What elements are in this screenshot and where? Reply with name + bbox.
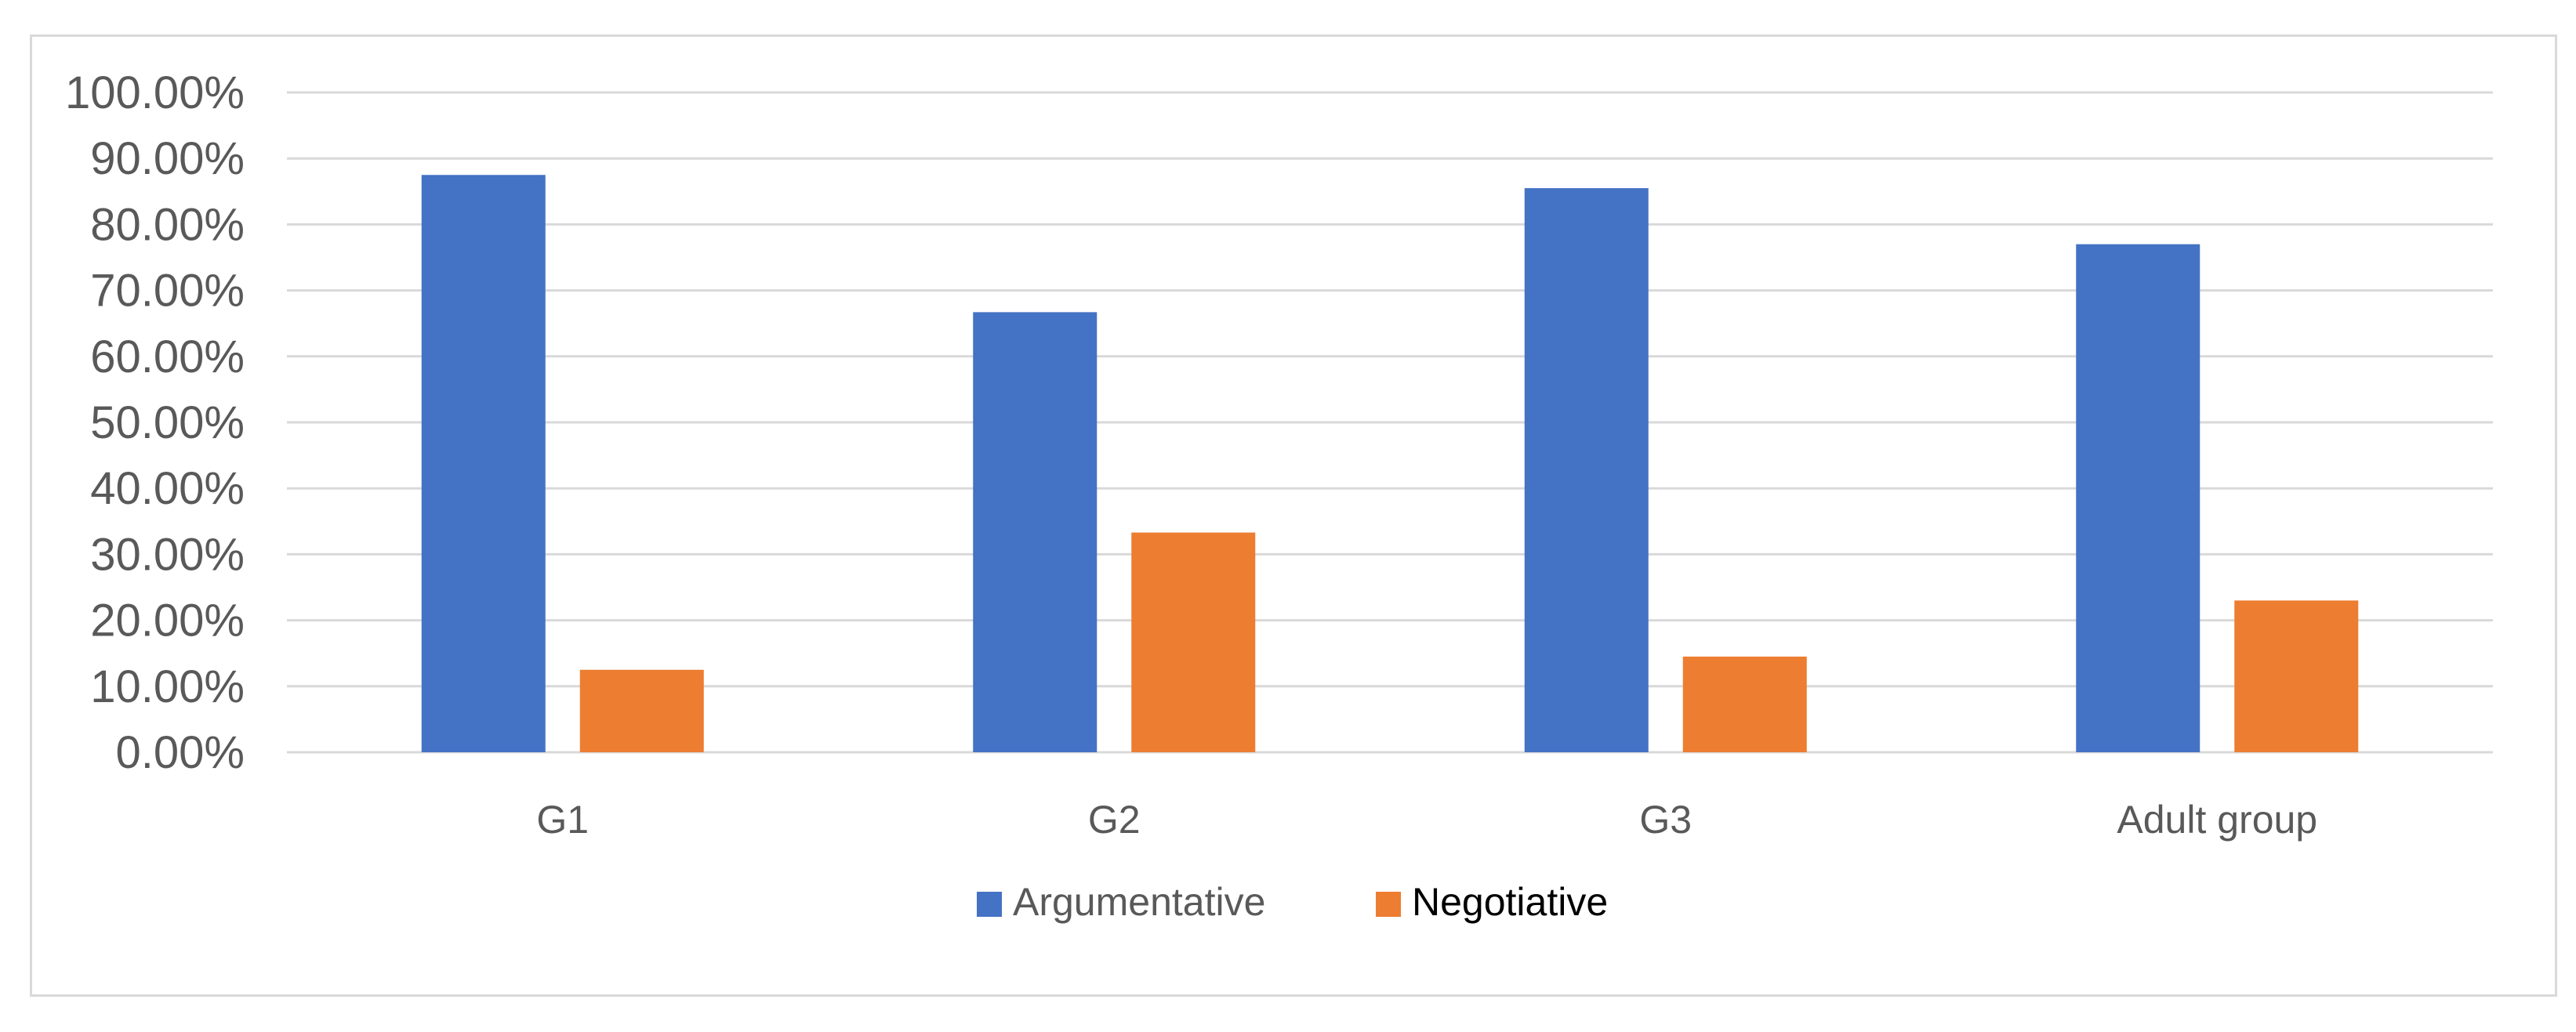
bar-argumentative-2	[973, 312, 1098, 752]
legend-label-argumentative: Argumentative	[1013, 880, 1265, 924]
y-tick-label: 20.00%	[90, 596, 245, 646]
y-tick-label: 30.00%	[90, 529, 245, 580]
y-tick-label: 10.00%	[90, 661, 245, 712]
bar-negotiative-4	[2234, 600, 2359, 752]
y-tick-label: 40.00%	[90, 463, 245, 514]
y-tick-label: 60.00%	[90, 331, 245, 382]
x-tick-label: G2	[1088, 798, 1141, 842]
bar-argumentative-3	[1524, 188, 1649, 753]
x-tick-label: Adult group	[2117, 798, 2317, 842]
bar-negotiative-3	[1682, 656, 1807, 752]
y-tick-label: 100.00%	[65, 67, 245, 118]
bar-argumentative-1	[421, 175, 546, 752]
y-tick-label: 0.00%	[116, 727, 245, 778]
x-tick-label: G3	[1639, 798, 1692, 842]
legend-swatch-negotiative	[1376, 892, 1401, 917]
bar-negotiative-2	[1131, 532, 1256, 752]
legend-swatch-argumentative	[977, 892, 1002, 917]
y-tick-label: 80.00%	[90, 199, 245, 250]
bar-argumentative-4	[2076, 244, 2200, 752]
y-tick-label: 90.00%	[90, 133, 245, 184]
y-tick-label: 50.00%	[90, 397, 245, 448]
x-tick-label: G1	[536, 798, 589, 842]
y-tick-label: 70.00%	[90, 266, 245, 317]
bar-negotiative-1	[579, 669, 704, 752]
legend-label-negotiative: Negotiative	[1412, 880, 1608, 924]
